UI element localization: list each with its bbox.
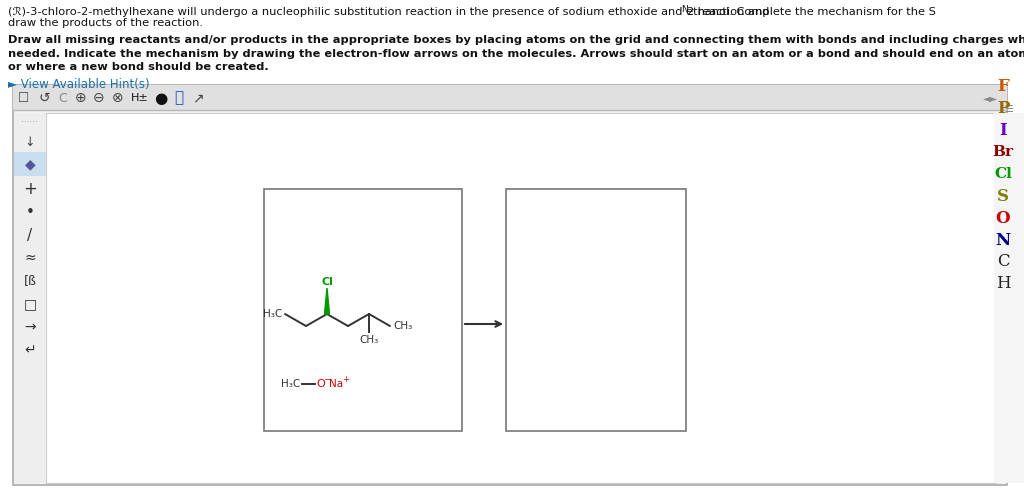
Text: Cl: Cl [322,277,333,287]
Text: H: H [995,275,1011,292]
Text: /: / [28,228,33,243]
Bar [506,189,686,431]
Text: ↗: ↗ [193,91,204,105]
Text: H₃C: H₃C [263,309,282,319]
Text: CH₃: CH₃ [359,335,379,345]
Text: draw the products of the reaction.: draw the products of the reaction. [8,18,203,28]
Text: ⊕: ⊕ [75,91,87,105]
Text: +: + [342,376,349,385]
Bar [14,113,46,483]
Text: +: + [24,180,37,198]
Text: (ℛ)-3-chloro-2-methylhexane will undergo a nucleophilic substitution reaction in: (ℛ)-3-chloro-2-methylhexane will undergo… [8,7,936,17]
Bar [13,85,1007,485]
Text: C: C [58,91,68,104]
Text: [ß: [ß [24,274,37,287]
Text: N: N [681,5,688,14]
Text: F: F [997,77,1009,94]
Text: ☐: ☐ [18,91,30,104]
Text: O: O [316,379,325,389]
Text: 2 reaction and: 2 reaction and [687,7,769,17]
Bar [46,113,996,483]
Text: needed. Indicate the mechanism by drawing the electron-flow arrows on the molecu: needed. Indicate the mechanism by drawin… [8,48,1024,58]
Text: S: S [997,188,1009,205]
Text: ⊗: ⊗ [113,91,124,105]
Text: ❓: ❓ [174,90,183,105]
Bar [14,152,46,176]
Text: ≈: ≈ [25,251,36,265]
Text: Na: Na [329,379,343,389]
Text: I: I [999,121,1007,139]
Text: O: O [995,210,1011,227]
Text: ⊖: ⊖ [93,91,104,105]
Text: ◄►: ◄► [982,93,997,103]
Text: ↺: ↺ [38,91,50,105]
Text: Draw all missing reactants and/or products in the appropriate boxes by placing a: Draw all missing reactants and/or produc… [8,35,1024,45]
Text: H₃C: H₃C [281,379,300,389]
Text: N: N [995,232,1011,249]
Text: ☰: ☰ [1005,104,1014,114]
Text: −: − [323,376,330,385]
Bar [13,85,1007,110]
Polygon shape [325,288,330,314]
Text: CH₃: CH₃ [393,321,413,331]
Bar [264,189,462,431]
Text: ► View Available Hint(s): ► View Available Hint(s) [8,78,150,91]
Text: →: → [25,320,36,334]
Text: Cl: Cl [994,167,1012,181]
Text: ↵: ↵ [25,343,36,357]
Text: ●: ● [155,90,168,105]
Text: C: C [996,253,1010,270]
Text: ……: …… [22,114,39,123]
Text: Br: Br [992,145,1014,159]
Text: •: • [26,205,35,220]
Text: or where a new bond should be created.: or where a new bond should be created. [8,62,268,72]
Text: ◆: ◆ [25,157,35,171]
Text: ↓: ↓ [25,136,35,149]
Text: H±: H± [131,93,148,103]
Bar [994,113,1024,483]
Text: P: P [996,99,1010,116]
Text: □: □ [24,297,37,311]
